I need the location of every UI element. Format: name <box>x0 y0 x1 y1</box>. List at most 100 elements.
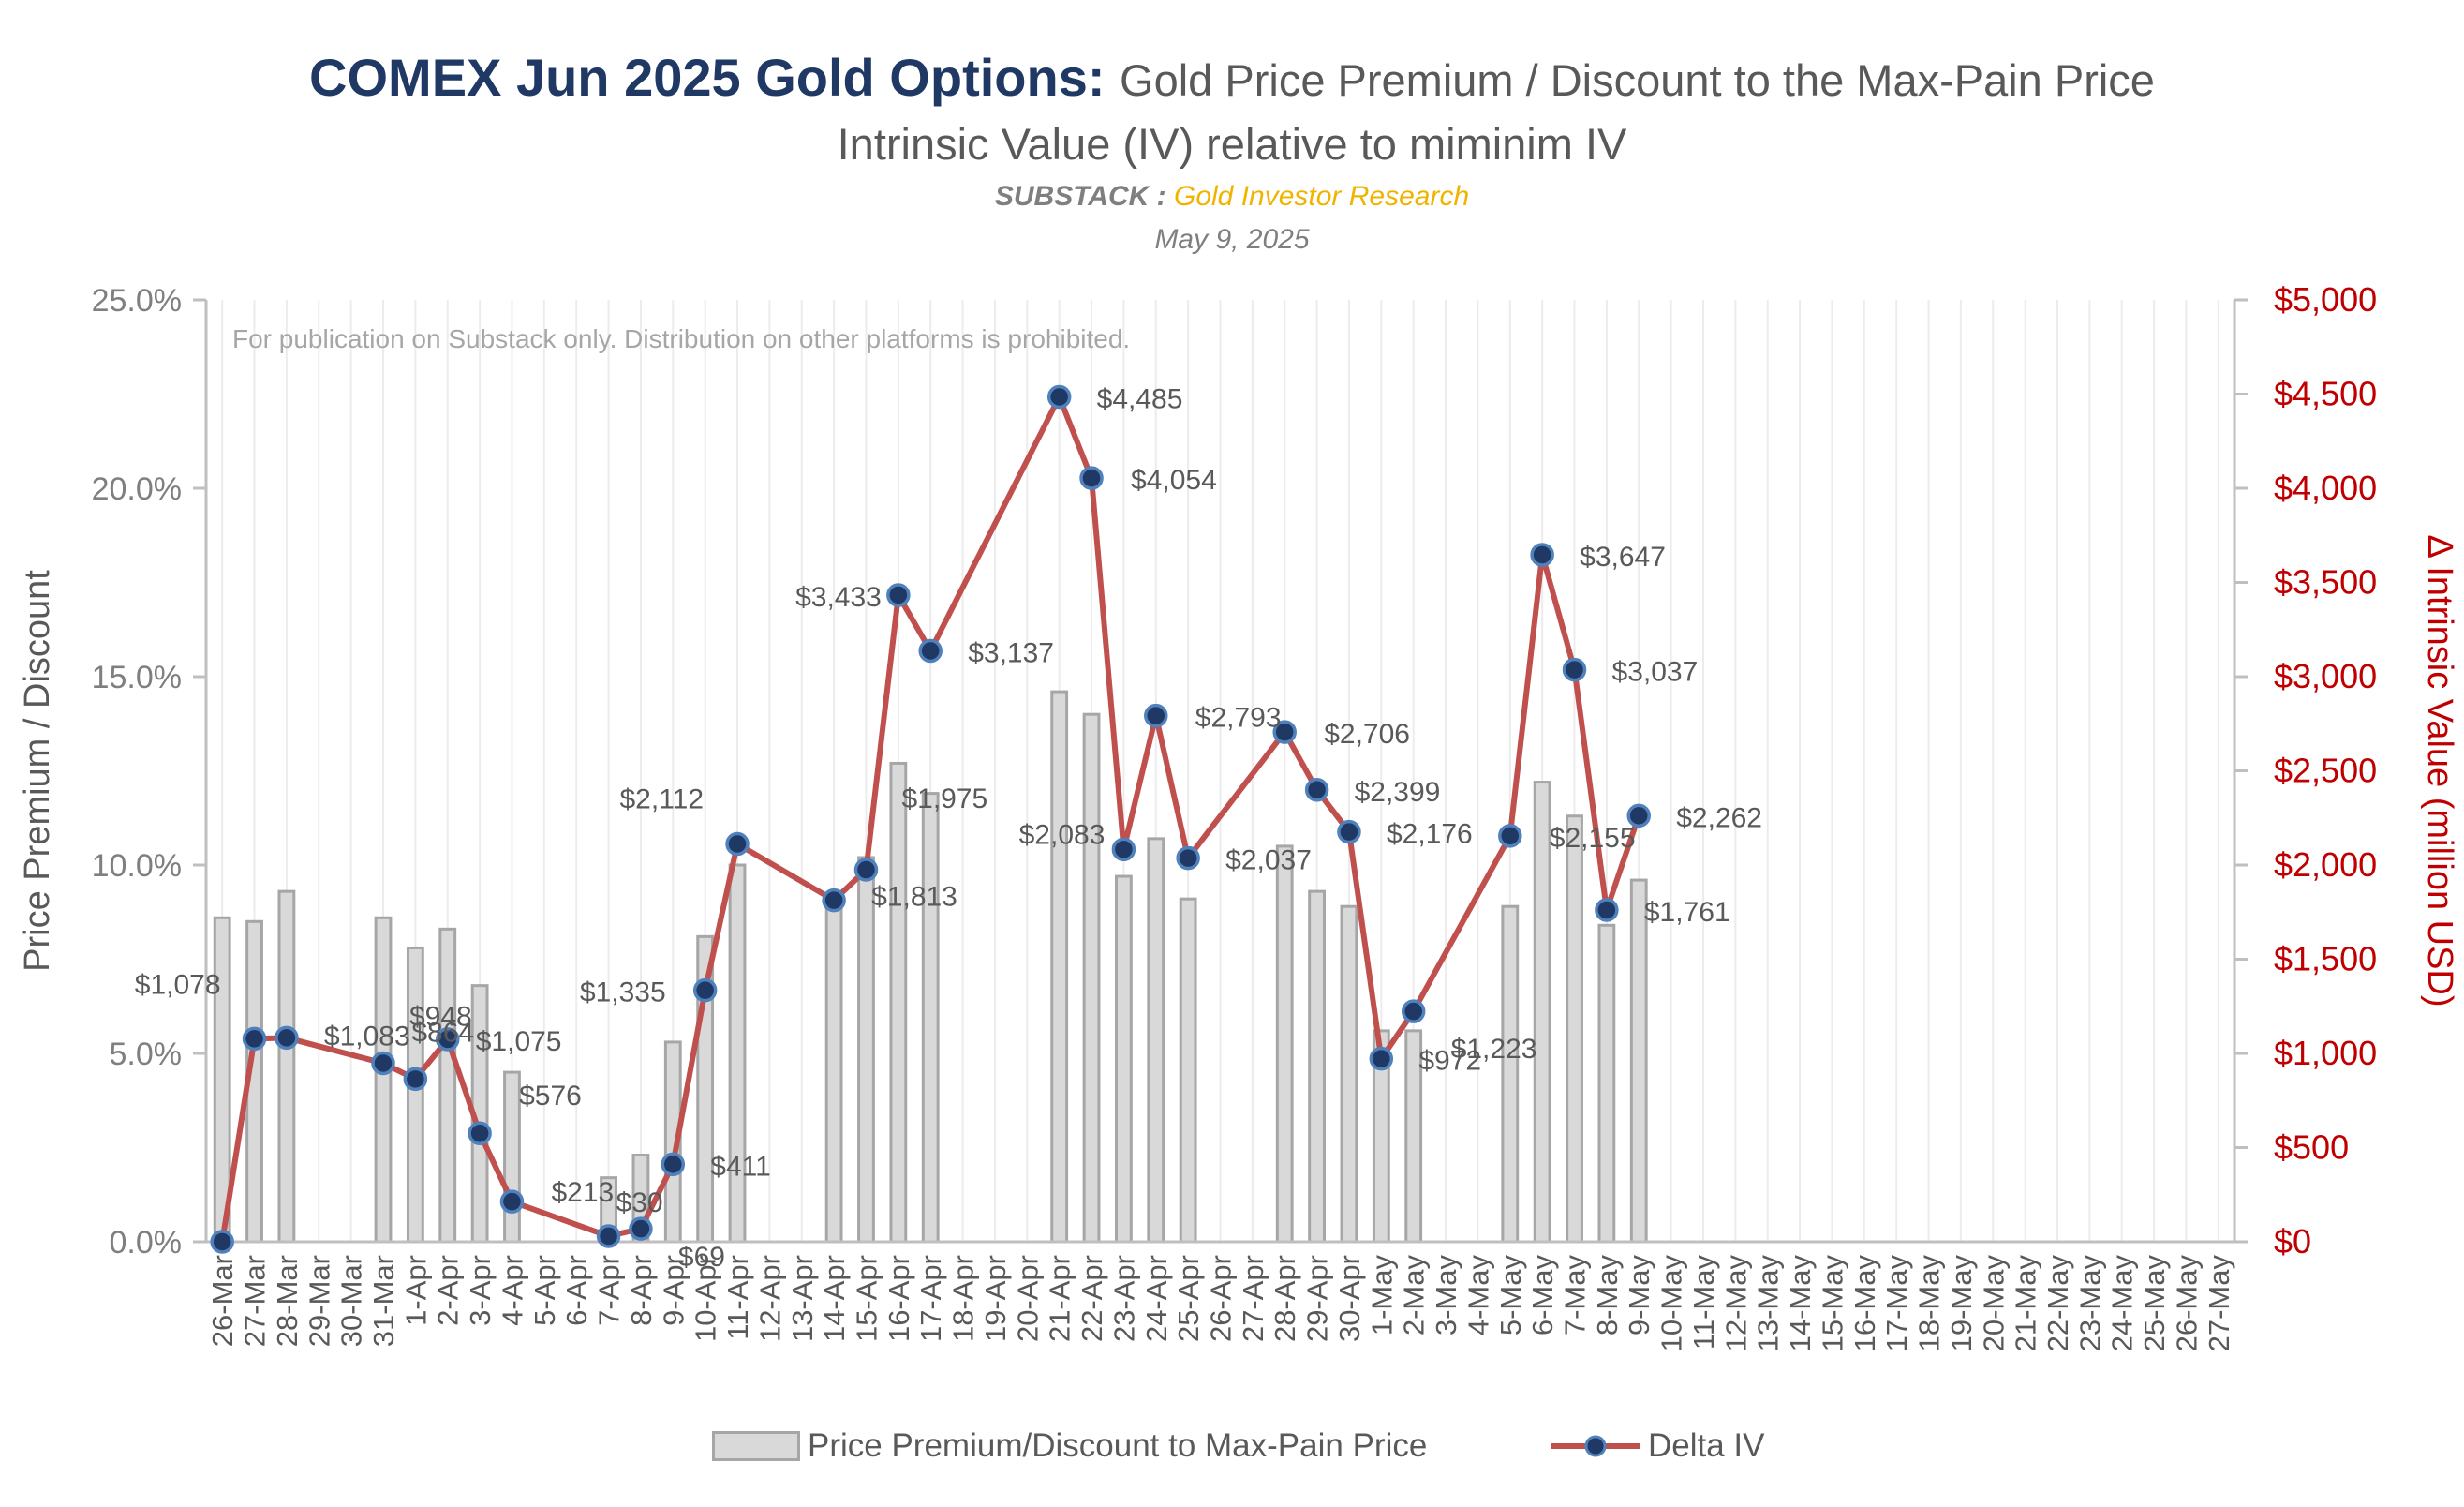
data-label-28-Mar: $1,083 <box>324 1021 410 1052</box>
bar-8-May <box>1597 923 1616 1244</box>
right-tick-label: $3,500 <box>2274 563 2377 602</box>
x-tick-label: 26-Apr <box>1205 1255 1238 1342</box>
legend-label-bars: Price Premium/Discount to Max-Pain Price <box>808 1427 1428 1464</box>
data-label-3-Apr: $576 <box>519 1081 582 1112</box>
right-tick-label: $1,000 <box>2274 1034 2377 1072</box>
x-tick-label: 24-Apr <box>1140 1255 1173 1342</box>
left-tick-label: 20.0% <box>92 471 182 507</box>
x-tick-label: 21-Apr <box>1044 1255 1076 1342</box>
point-24-Apr <box>1144 703 1168 728</box>
x-tick-label: 25-Apr <box>1172 1255 1205 1342</box>
x-tick-label: 27-Mar <box>239 1255 272 1347</box>
x-tick-label: 8-Apr <box>625 1255 658 1326</box>
x-tick-label: 6-May <box>1526 1255 1559 1336</box>
point-labels: $1,078 $1,083$948$864 $1,075 $576 $213 $30 $69… <box>135 384 1762 1274</box>
right-tick-label: $0 <box>2274 1222 2311 1261</box>
data-label-8-Apr: $69 <box>678 1242 725 1273</box>
data-label-31-Mar: $948 <box>409 1001 472 1032</box>
data-label-17-Apr: $3,137 <box>968 637 1054 668</box>
data-label-23-Apr: $2,083 <box>1019 819 1106 850</box>
chart-title-bold: COMEX Jun 2025 Gold Options: <box>309 48 1106 107</box>
bar-15-Apr <box>857 856 875 1244</box>
point-8-Apr <box>629 1216 653 1241</box>
data-label-29-Apr: $2,399 <box>1355 777 1441 808</box>
point-28-Mar <box>275 1025 299 1051</box>
x-tick-label: 12-May <box>1719 1255 1752 1352</box>
bar-22-Apr <box>1082 712 1101 1244</box>
point-21-Apr <box>1046 384 1072 410</box>
x-tick-label: 16-Apr <box>883 1255 915 1342</box>
point-25-Apr <box>1176 845 1200 871</box>
data-label-4-Apr: $213 <box>551 1177 614 1208</box>
point-26-Mar <box>210 1230 234 1254</box>
point-2-Apr <box>435 1027 460 1052</box>
x-tick-label: 21-May <box>2010 1255 2042 1352</box>
point-1-May <box>1369 1046 1394 1071</box>
right-tick-label: $2,000 <box>2274 845 2377 884</box>
bar-9-May <box>1629 878 1648 1244</box>
bar-28-Apr <box>1275 844 1294 1244</box>
right-tick-label: $4,000 <box>2274 469 2377 507</box>
data-label-5-May: $2,155 <box>1550 823 1636 854</box>
x-tick-label: 12-Apr <box>753 1255 786 1342</box>
x-tick-label: 5-May <box>1494 1255 1527 1336</box>
bar-23-Apr <box>1115 874 1133 1244</box>
x-tick-label: 9-May <box>1623 1255 1655 1336</box>
point-23-Apr <box>1111 837 1136 862</box>
point-2-May <box>1401 999 1426 1023</box>
point-29-Apr <box>1304 778 1329 802</box>
chart-subtitle: Intrinsic Value (IV) relative to miminim… <box>837 119 1627 169</box>
legend-item-bars: Price Premium/Discount to Max-Pain Price <box>712 1423 1427 1470</box>
x-tick-label: 7-May <box>1559 1255 1592 1336</box>
x-tick-label: 1-May <box>1365 1255 1398 1336</box>
bar-1-Apr <box>406 946 424 1244</box>
data-label-10-Apr: $1,335 <box>580 977 666 1008</box>
left-tick-label: 10.0% <box>92 848 182 884</box>
x-tick-label: 11-May <box>1687 1255 1720 1350</box>
bar-17-Apr <box>921 792 940 1244</box>
source-line: SUBSTACK : Gold Investor Research <box>0 178 2464 216</box>
data-label-2-Apr: $1,075 <box>476 1026 562 1057</box>
point-4-Apr <box>499 1189 525 1214</box>
data-label-21-Apr: $4,485 <box>1097 384 1183 415</box>
right-tick-label: $4,500 <box>2274 375 2377 413</box>
bar-28-Mar <box>277 889 296 1244</box>
legend-swatch-bar <box>712 1431 800 1461</box>
x-tick-label: 5-Apr <box>528 1255 561 1326</box>
data-label-22-Apr: $4,054 <box>1131 465 1217 496</box>
bar-30-Apr <box>1340 904 1358 1244</box>
bar-21-Apr <box>1050 690 1069 1244</box>
x-tick-label: 27-Apr <box>1237 1255 1269 1342</box>
x-tick-label: 4-May <box>1462 1255 1494 1336</box>
point-30-Apr <box>1337 819 1361 844</box>
x-tick-label: 29-Mar <box>303 1255 335 1347</box>
left-tick-label: 0.0% <box>110 1225 183 1261</box>
point-9-May <box>1626 803 1651 828</box>
data-label-8-May: $1,761 <box>1644 897 1730 928</box>
point-27-Mar <box>242 1026 267 1052</box>
x-tick-label: 1-Apr <box>399 1255 432 1326</box>
x-tick-label: 9-Apr <box>657 1255 690 1326</box>
legend-item-line: Delta IV <box>1551 1423 1765 1470</box>
data-label-7-Apr: $30 <box>616 1187 663 1218</box>
right-tick-label: $5,000 <box>2274 280 2377 319</box>
point-6-May <box>1530 543 1554 567</box>
x-tick-label: 14-May <box>1784 1255 1817 1352</box>
data-label-25-Apr: $2,037 <box>1225 845 1312 876</box>
x-tick-label: 22-Apr <box>1076 1255 1108 1342</box>
point-28-Apr <box>1272 720 1297 744</box>
right-tick-label: $500 <box>2274 1128 2349 1167</box>
x-tick-label: 19-May <box>1945 1255 1978 1352</box>
distribution-notice: For publication on Substack only. Distri… <box>232 324 1130 353</box>
data-label-15-Apr: $1,975 <box>901 783 987 814</box>
x-tick-label: 26-May <box>2170 1255 2203 1352</box>
x-tick-label: 3-Apr <box>464 1255 497 1326</box>
bar-7-May <box>1566 814 1583 1244</box>
right-tick-label: $2,500 <box>2274 752 2377 790</box>
x-tick-label: 19-Apr <box>979 1255 1012 1342</box>
point-31-Mar <box>371 1051 395 1076</box>
x-tick-label: 13-Apr <box>786 1255 819 1342</box>
x-tick-label: 24-May <box>2106 1255 2139 1352</box>
data-label-28-Apr: $2,706 <box>1324 719 1410 750</box>
